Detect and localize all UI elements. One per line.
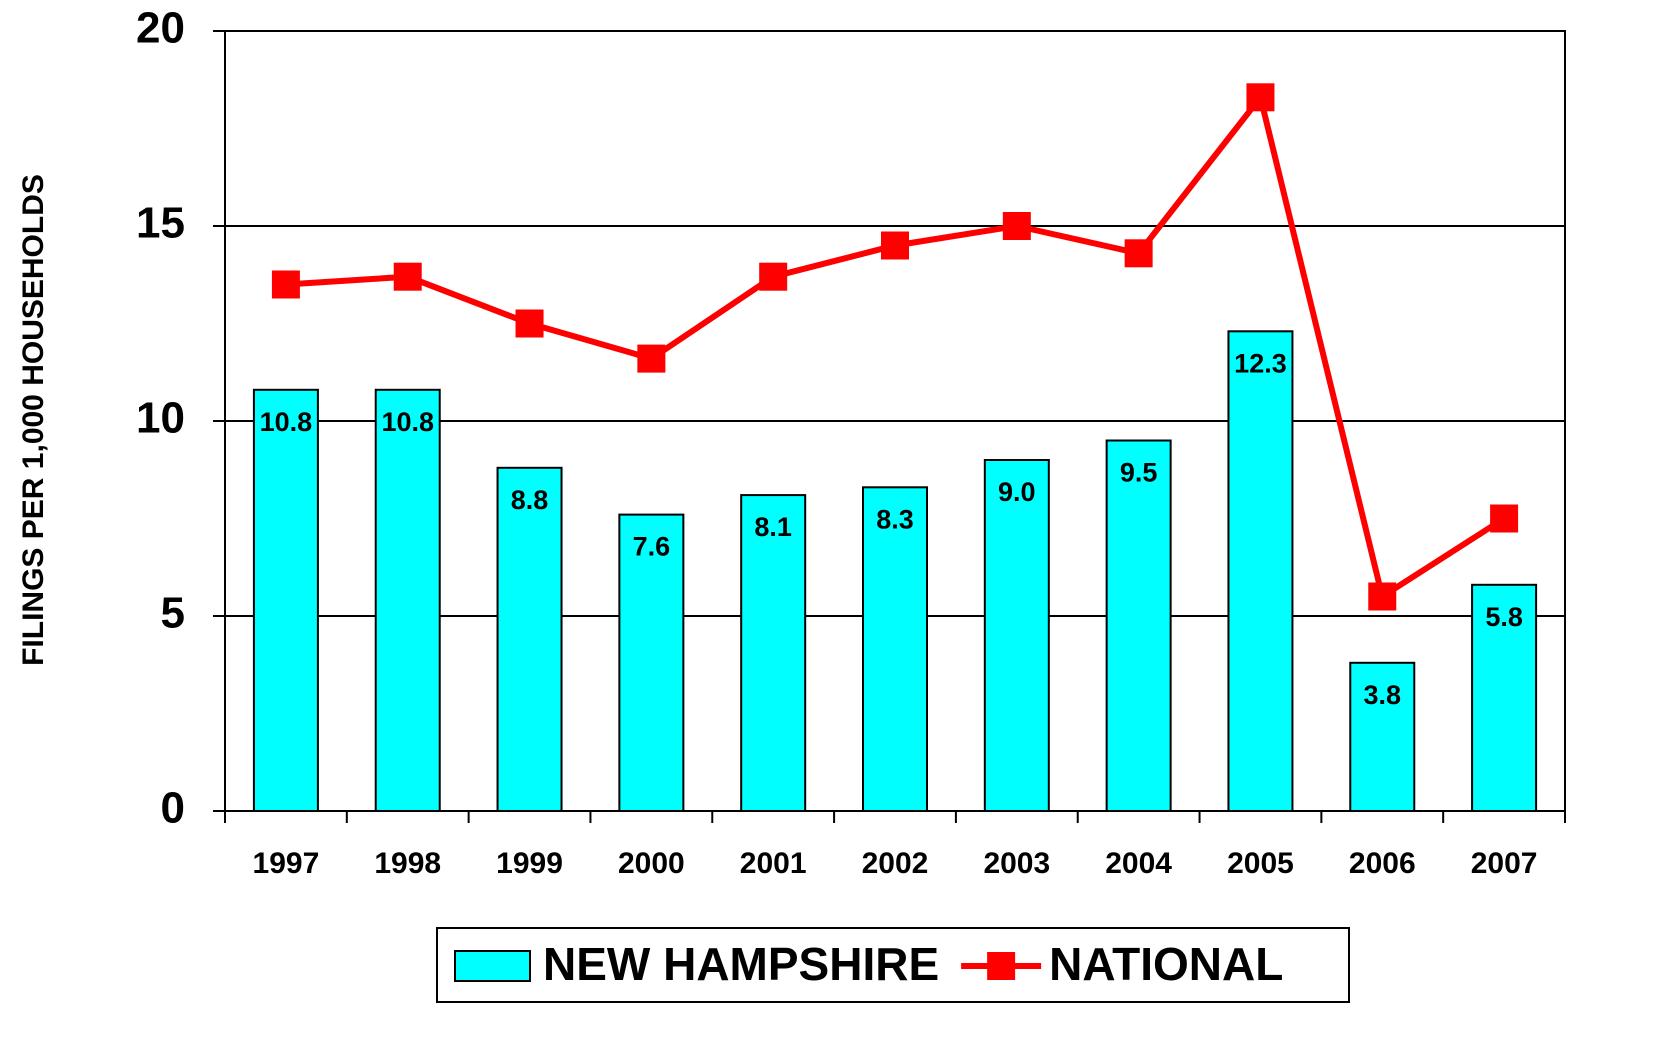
y-tick-label: 10 xyxy=(136,394,185,443)
marker xyxy=(271,270,300,299)
data-label: 8.8 xyxy=(511,485,549,515)
legend-label: NEW HAMPSHIRE xyxy=(543,938,939,990)
x-tick-label: 2002 xyxy=(862,847,929,880)
data-label: 10.8 xyxy=(381,407,434,437)
data-label: 12.3 xyxy=(1234,348,1287,378)
marker xyxy=(881,231,909,260)
bar xyxy=(740,494,807,812)
marker xyxy=(1002,212,1031,240)
marker xyxy=(1490,504,1519,533)
data-label: 9.5 xyxy=(1120,458,1158,488)
x-tick-label: 2000 xyxy=(618,847,685,880)
data-label: 8.3 xyxy=(876,504,914,534)
data-label: 3.8 xyxy=(1363,680,1401,710)
bar xyxy=(1471,583,1538,812)
marker xyxy=(1124,239,1153,268)
legend-swatch xyxy=(987,952,1016,980)
marker xyxy=(393,262,422,291)
x-tick-label: 1999 xyxy=(496,847,563,880)
legend-swatch xyxy=(454,950,531,982)
data-label: 10.8 xyxy=(260,407,313,437)
bar xyxy=(1349,661,1416,812)
x-tick-label: 2006 xyxy=(1349,847,1416,880)
marker xyxy=(759,262,788,291)
legend-label: NATIONAL xyxy=(1049,938,1283,990)
data-label: 8.1 xyxy=(754,512,792,542)
x-tick-label: 2005 xyxy=(1227,847,1294,880)
x-tick-label: 2007 xyxy=(1471,847,1538,880)
y-tick-label: 0 xyxy=(161,784,185,833)
bar xyxy=(252,388,319,812)
x-tick-label: 2004 xyxy=(1105,847,1172,880)
marker xyxy=(1246,83,1275,112)
x-tick-label: 2001 xyxy=(740,847,807,880)
bar xyxy=(983,459,1050,812)
data-label: 5.8 xyxy=(1485,602,1523,632)
y-tick-label: 15 xyxy=(136,199,185,248)
bar xyxy=(496,466,563,812)
y-tick-label: 20 xyxy=(136,4,185,53)
y-tick-label: 5 xyxy=(161,589,185,638)
bar xyxy=(1227,330,1294,812)
marker xyxy=(1368,582,1397,611)
marker xyxy=(515,309,544,338)
bar xyxy=(862,486,928,812)
data-label: 7.6 xyxy=(633,532,671,562)
bar xyxy=(1105,439,1172,812)
x-tick-label: 2003 xyxy=(983,847,1050,880)
bar xyxy=(374,388,441,812)
bar xyxy=(618,513,685,812)
legend-box xyxy=(436,927,1350,1003)
data-label: 9.0 xyxy=(998,477,1036,507)
x-tick-label: 1998 xyxy=(374,847,441,880)
marker xyxy=(637,344,666,373)
x-tick-label: 1997 xyxy=(253,847,320,880)
y-axis-label: FILINGS PER 1,000 HOUSEHOLDS xyxy=(17,174,50,666)
